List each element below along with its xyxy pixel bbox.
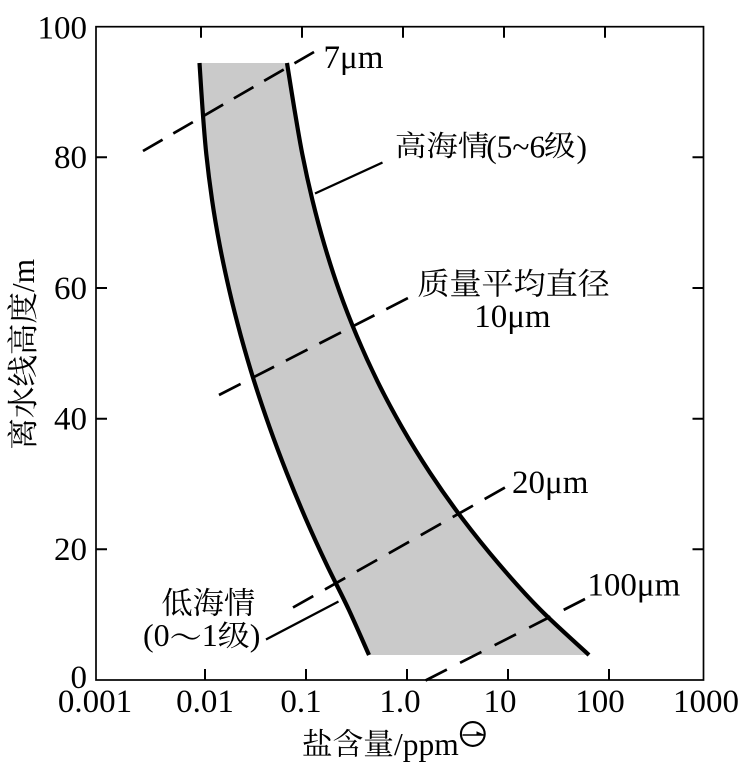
svg-text:0.01: 0.01 [176,684,234,720]
svg-text:10μm: 10μm [474,299,551,335]
svg-text:): ) [250,617,261,653]
svg-text:1.0: 1.0 [379,684,420,720]
svg-text:1: 1 [202,617,218,653]
svg-text:100: 100 [575,684,625,720]
svg-text:(0: (0 [143,617,170,653]
svg-text:100μm: 100μm [587,567,680,603]
svg-text:1000: 1000 [673,684,739,720]
svg-text:20μm: 20μm [512,465,589,501]
svg-text:/m: /m [6,258,41,292]
svg-text:/ppm: /ppm [394,727,459,762]
svg-text:60: 60 [54,271,87,307]
svg-text:7μm: 7μm [324,40,384,76]
svg-text:10: 10 [484,684,517,720]
svg-text:100: 100 [38,10,88,46]
svg-text:): ) [577,130,588,165]
svg-text:20: 20 [54,532,87,568]
svg-text:0.001: 0.001 [58,684,132,720]
svg-text:0: 0 [71,660,88,696]
svg-text:(5~6: (5~6 [486,130,545,165]
svg-text:0.1: 0.1 [280,684,321,720]
svg-text:80: 80 [54,140,87,176]
svg-text:40: 40 [54,402,87,438]
